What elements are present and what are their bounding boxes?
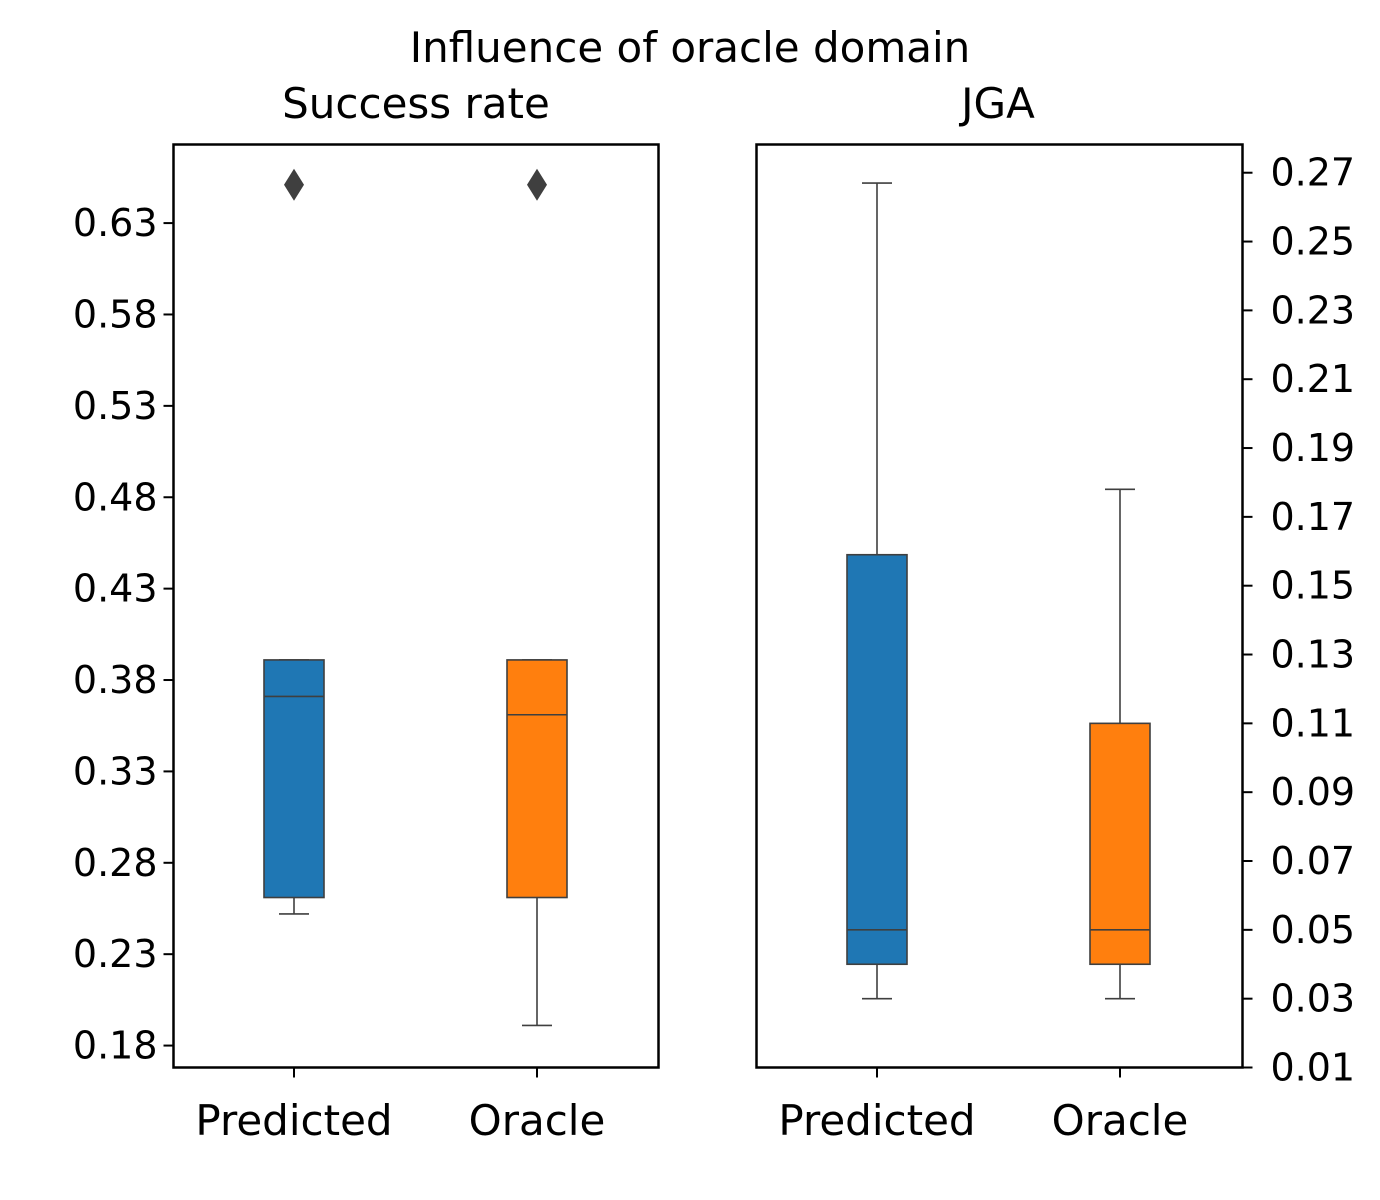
jga-ytick-label: 0.07 bbox=[1271, 839, 1356, 883]
figure-title: Influence of oracle domain bbox=[410, 23, 971, 72]
jga-box-oracle bbox=[1089, 722, 1151, 966]
panel-jga: JGA 0.01 0.03 0.05 0.07 0.09 0.11 0.13 0.15 0.17… bbox=[755, 79, 1356, 1145]
success-rate-ytick-label: 0.23 bbox=[73, 932, 158, 976]
success-rate-ytick-label: 0.43 bbox=[73, 567, 158, 611]
success-rate-ytick-label: 0.63 bbox=[73, 201, 158, 245]
jga-ytick-label: 0.01 bbox=[1271, 1046, 1356, 1090]
jga-ytick-label: 0.09 bbox=[1271, 770, 1356, 814]
jga-box-predicted bbox=[846, 553, 908, 966]
success-rate-ytick-label: 0.28 bbox=[73, 841, 158, 885]
panel-title-success-rate: Success rate bbox=[282, 79, 550, 128]
success-rate-ytick-label: 0.18 bbox=[73, 1024, 158, 1068]
jga-category-label-predicted: Predicted bbox=[778, 1096, 975, 1145]
jga-ytick-label: 0.15 bbox=[1271, 564, 1356, 608]
jga-marks: 0.01 0.03 0.05 0.07 0.09 0.11 0.13 0.15 0.17 0.19… bbox=[846, 151, 1356, 1090]
success-rate-category-label-oracle: Oracle bbox=[469, 1096, 606, 1145]
jga-ytick-label: 0.03 bbox=[1271, 977, 1356, 1021]
success-rate-ytick-label: 0.53 bbox=[73, 384, 158, 428]
success-rate-box-predicted bbox=[263, 659, 325, 899]
success-rate-ytick-label: 0.38 bbox=[73, 658, 158, 702]
success-rate-ytick-label: 0.33 bbox=[73, 749, 158, 793]
jga-ytick-label: 0.23 bbox=[1271, 288, 1356, 332]
jga-plot-frame bbox=[755, 143, 1244, 1069]
jga-ytick-label: 0.25 bbox=[1271, 220, 1356, 264]
jga-ytick-label: 0.21 bbox=[1271, 357, 1356, 401]
success-rate-plot-frame bbox=[172, 143, 660, 1069]
success-rate-flier-oracle bbox=[527, 168, 547, 201]
success-rate-flier-predicted bbox=[284, 168, 304, 201]
success-rate-ytick-label: 0.48 bbox=[73, 475, 158, 519]
panel-title-jga: JGA bbox=[958, 79, 1035, 128]
jga-ytick-label: 0.19 bbox=[1271, 426, 1356, 470]
success-rate-box-oracle bbox=[506, 659, 568, 899]
jga-ytick-label: 0.13 bbox=[1271, 633, 1356, 677]
jga-ytick-label: 0.11 bbox=[1271, 701, 1356, 745]
panel-success-rate: Success rate 0.18 0.23 0.28 0.33 0.38 0.43 0.4… bbox=[73, 79, 660, 1145]
success-rate-ytick-label: 0.58 bbox=[73, 292, 158, 336]
jga-ytick-label: 0.17 bbox=[1271, 495, 1356, 539]
success-rate-category-label-predicted: Predicted bbox=[195, 1096, 392, 1145]
jga-category-label-oracle: Oracle bbox=[1052, 1096, 1189, 1145]
success-rate-marks: 0.18 0.23 0.28 0.33 0.38 0.43 0.48 0.53 0.58 0.63 bbox=[73, 168, 568, 1078]
jga-ytick-label: 0.27 bbox=[1271, 151, 1356, 195]
jga-ytick-label: 0.05 bbox=[1271, 908, 1356, 952]
